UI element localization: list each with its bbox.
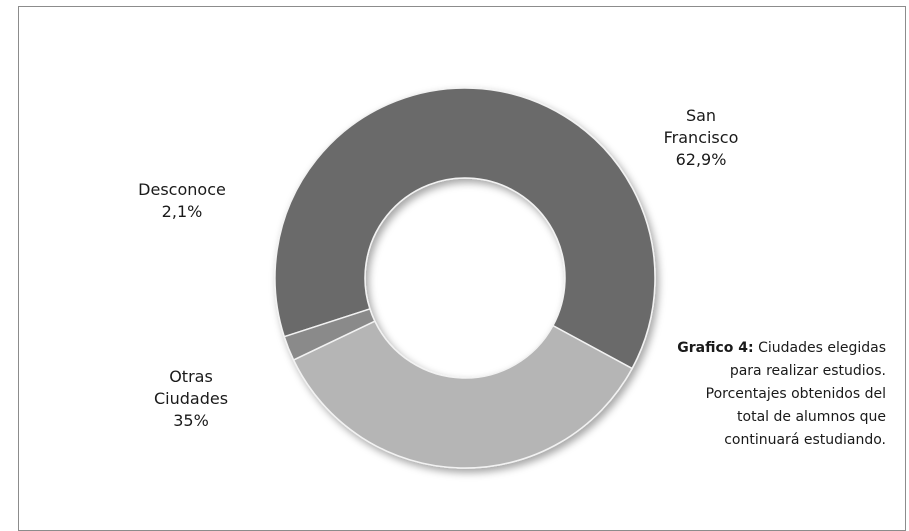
donut-chart xyxy=(274,87,656,469)
label-desconoce-line1: Desconoce xyxy=(138,180,226,199)
slice-otras-ciudades xyxy=(292,320,634,469)
slice-desconoce xyxy=(283,307,376,361)
label-otras-ciudades-line1: Otras xyxy=(169,367,213,386)
label-desconoce: Desconoce 2,1% xyxy=(122,179,242,223)
chart-caption: Grafico 4: Ciudades elegidas para realiz… xyxy=(676,337,886,452)
caption-bold: Grafico 4: xyxy=(677,340,754,356)
label-otras-ciudades-value: 35% xyxy=(173,411,209,430)
label-otras-ciudades-line2: Ciudades xyxy=(153,389,229,408)
label-san-francisco-line2: Francisco xyxy=(663,128,739,147)
chart-frame: San Francisco 62,9% Desconoce 2,1% Otras… xyxy=(18,6,906,531)
caption-text: Ciudades elegidas para realizar estudios… xyxy=(705,340,886,448)
slice-san-francisco xyxy=(274,87,656,370)
label-san-francisco-value: 62,9% xyxy=(675,150,727,169)
label-san-francisco: San Francisco 62,9% xyxy=(651,105,751,171)
label-otras-ciudades: Otras Ciudades 35% xyxy=(141,366,241,432)
label-san-francisco-line1: San xyxy=(685,106,717,125)
label-desconoce-value: 2,1% xyxy=(161,202,203,221)
